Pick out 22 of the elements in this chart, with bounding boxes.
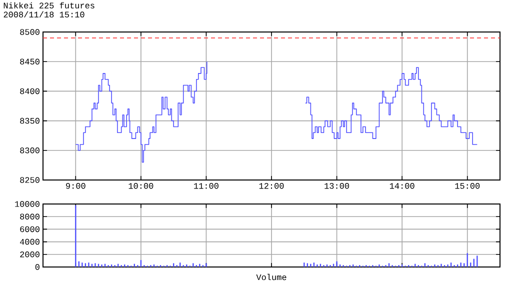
y-tick-label: 8400: [20, 88, 40, 94]
y-tick-label: 8300: [20, 148, 40, 154]
x-tick-label: 13:00: [324, 183, 350, 189]
x-tick-label: 14:00: [390, 183, 414, 189]
y-tick-label: 8500: [20, 29, 40, 35]
x-axis-title: Volume: [256, 274, 286, 280]
y-tick-label: 8350: [20, 118, 40, 124]
chart-subtitle: 2008/11/18 15:10: [4, 11, 84, 18]
y-tick-label: 8250: [20, 177, 40, 183]
x-tick-label: 11:00: [194, 183, 218, 189]
y-tick-label: 10000: [15, 201, 40, 207]
x-tick-label: 10:00: [128, 183, 154, 189]
y-tick-label: 8450: [20, 58, 40, 64]
y-tick-label: 4000: [20, 238, 40, 245]
chart-title: Nikkei 225 futures: [4, 2, 94, 8]
y-tick-label: 2000: [20, 252, 40, 258]
y-tick-label: 0: [35, 264, 40, 270]
y-tick-label: 8000: [20, 214, 40, 220]
y-tick-label: 6000: [20, 226, 40, 232]
x-tick-label: 9:00: [66, 183, 86, 189]
x-tick-label: 12:00: [259, 183, 284, 189]
x-tick-label: 15:00: [455, 183, 480, 189]
